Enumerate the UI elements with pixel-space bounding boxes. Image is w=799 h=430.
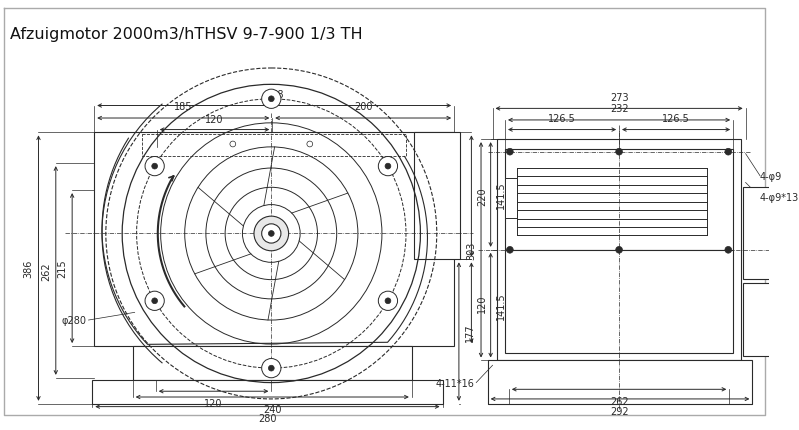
- Bar: [743, 188, 784, 279]
- Text: 378: 378: [265, 89, 284, 99]
- Circle shape: [616, 149, 622, 156]
- Circle shape: [152, 164, 157, 169]
- Circle shape: [378, 157, 398, 176]
- Circle shape: [268, 231, 274, 237]
- Circle shape: [145, 157, 165, 176]
- Circle shape: [254, 217, 288, 251]
- Circle shape: [145, 292, 165, 311]
- Bar: [498, 140, 741, 361]
- Text: 126.5: 126.5: [662, 114, 690, 123]
- Text: 120: 120: [205, 114, 224, 125]
- Text: 303: 303: [466, 241, 476, 259]
- Bar: [142, 135, 406, 156]
- Text: 273: 273: [610, 92, 628, 102]
- Bar: [743, 284, 779, 356]
- Circle shape: [385, 298, 391, 304]
- Text: 120: 120: [205, 398, 223, 408]
- Text: 4-11*16: 4-11*16: [435, 378, 475, 388]
- Circle shape: [725, 149, 732, 156]
- Circle shape: [262, 359, 281, 378]
- Text: 240: 240: [263, 404, 281, 414]
- Circle shape: [152, 298, 157, 304]
- Text: 177: 177: [465, 322, 475, 341]
- Text: 386: 386: [24, 259, 34, 278]
- Text: 280: 280: [258, 413, 276, 424]
- Circle shape: [385, 164, 391, 169]
- Circle shape: [378, 292, 398, 311]
- Circle shape: [268, 97, 274, 102]
- Bar: [414, 133, 460, 260]
- Circle shape: [262, 224, 281, 243]
- Text: 4-φ9: 4-φ9: [760, 171, 782, 181]
- Circle shape: [725, 247, 732, 254]
- Text: Afzuigmotor 2000m3/hTHSV 9-7-900 1/3 TH: Afzuigmotor 2000m3/hTHSV 9-7-900 1/3 TH: [10, 27, 362, 42]
- Text: 220: 220: [477, 187, 487, 206]
- Text: 120: 120: [477, 294, 487, 312]
- Bar: [487, 361, 753, 404]
- Text: 262: 262: [41, 261, 51, 280]
- Bar: [505, 178, 517, 218]
- Bar: [93, 380, 443, 404]
- Text: 4-φ9*13: 4-φ9*13: [760, 193, 799, 203]
- Text: 215: 215: [58, 259, 67, 278]
- Text: 232: 232: [610, 104, 628, 114]
- Text: φ280: φ280: [62, 315, 86, 325]
- Circle shape: [262, 90, 281, 109]
- Text: 200: 200: [354, 102, 372, 112]
- Circle shape: [616, 247, 622, 254]
- Bar: [505, 250, 733, 353]
- Bar: [94, 133, 454, 346]
- Text: 185: 185: [174, 102, 193, 112]
- Text: 292: 292: [610, 406, 630, 416]
- Circle shape: [507, 247, 513, 254]
- Bar: [133, 346, 411, 380]
- Text: 141.5: 141.5: [495, 181, 506, 209]
- Text: 126.5: 126.5: [548, 114, 576, 123]
- Text: 141.5: 141.5: [495, 292, 506, 319]
- Text: 262: 262: [610, 396, 628, 406]
- Bar: [505, 150, 733, 250]
- Circle shape: [268, 366, 274, 371]
- Circle shape: [507, 149, 513, 156]
